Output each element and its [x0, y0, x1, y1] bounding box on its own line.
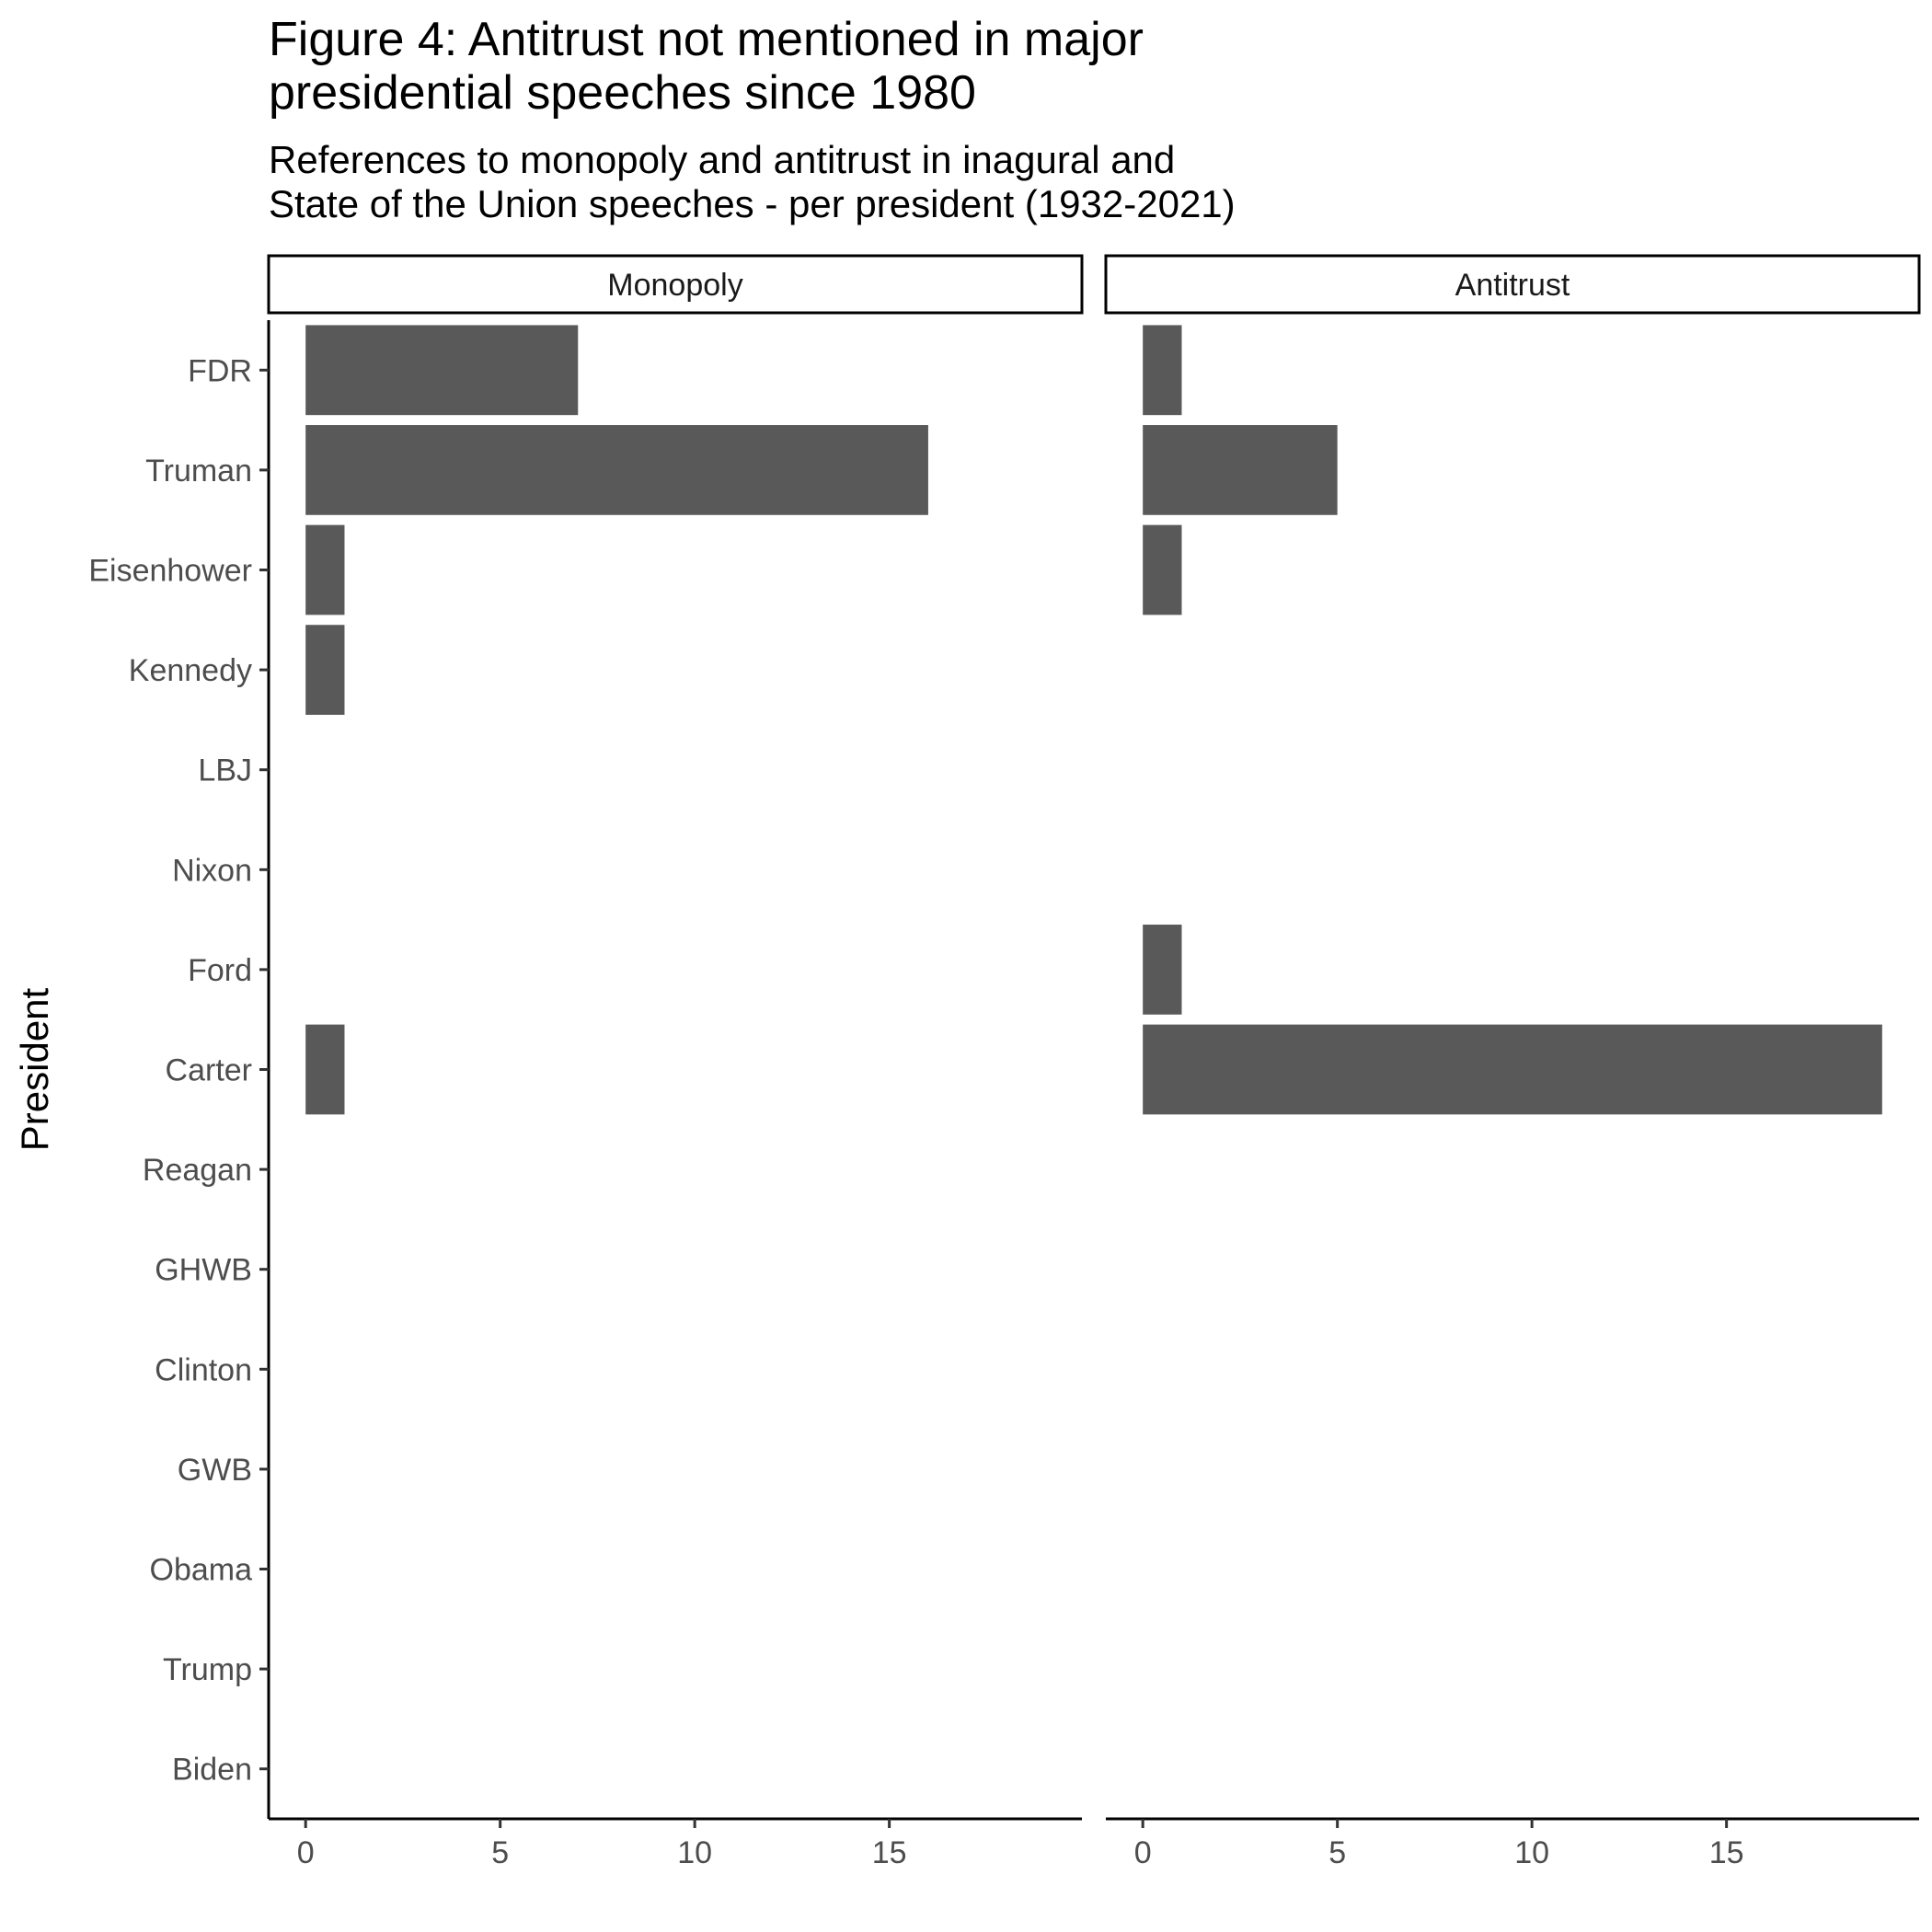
- y-axis-title: President: [13, 987, 56, 1151]
- bar-antitrust-eisenhower: [1143, 524, 1182, 615]
- x-tick-label-monopoly-15: 15: [872, 1835, 907, 1870]
- y-tick-label-nixon: Nixon: [172, 853, 252, 888]
- chart-title: Figure 4: Antitrust not mentioned in maj…: [269, 13, 1144, 120]
- x-tick-label-antitrust-15: 15: [1709, 1835, 1744, 1870]
- y-tick-label-eisenhower: Eisenhower: [88, 554, 252, 589]
- bar-monopoly-eisenhower: [305, 524, 345, 615]
- y-tick-label-obama: Obama: [150, 1553, 253, 1588]
- x-tick-label-antitrust-0: 0: [1134, 1835, 1152, 1870]
- y-tick-label-ford: Ford: [188, 953, 252, 988]
- y-tick-label-carter: Carter: [166, 1053, 252, 1088]
- x-tick-label-monopoly-5: 5: [491, 1835, 509, 1870]
- y-tick-label-reagan: Reagan: [143, 1153, 252, 1188]
- y-tick-label-lbj: LBJ: [198, 753, 252, 788]
- bar-monopoly-fdr: [305, 325, 579, 416]
- y-tick-label-biden: Biden: [172, 1753, 252, 1788]
- facet-strip-label-monopoly: Monopoly: [607, 268, 742, 303]
- bar-monopoly-carter: [305, 1024, 345, 1115]
- y-tick-label-fdr: FDR: [188, 353, 252, 388]
- x-tick-label-antitrust-5: 5: [1328, 1835, 1346, 1870]
- y-tick-label-truman: Truman: [145, 454, 252, 489]
- y-tick-label-kennedy: Kennedy: [129, 653, 252, 688]
- y-tick-label-ghwb: GHWB: [155, 1253, 252, 1288]
- bar-monopoly-kennedy: [305, 625, 345, 715]
- y-tick-label-gwb: GWB: [178, 1453, 252, 1488]
- bar-antitrust-ford: [1143, 925, 1182, 1015]
- facet-strip-antitrust: [1104, 254, 1921, 315]
- x-tick-label-monopoly-10: 10: [677, 1835, 712, 1870]
- chart-subtitle: References to monopoly and antitrust in …: [269, 138, 1236, 225]
- y-tick-label-trump: Trump: [163, 1652, 252, 1687]
- x-tick-label-antitrust-10: 10: [1514, 1835, 1549, 1870]
- facet-strip-monopoly: [267, 254, 1084, 315]
- y-tick-label-clinton: Clinton: [155, 1352, 252, 1387]
- bar-monopoly-truman: [305, 425, 928, 515]
- bar-antitrust-carter: [1143, 1024, 1882, 1115]
- bar-antitrust-fdr: [1143, 325, 1182, 416]
- facet-strip-label-antitrust: Antitrust: [1455, 268, 1570, 303]
- bar-antitrust-truman: [1143, 425, 1338, 515]
- x-tick-label-monopoly-0: 0: [297, 1835, 315, 1870]
